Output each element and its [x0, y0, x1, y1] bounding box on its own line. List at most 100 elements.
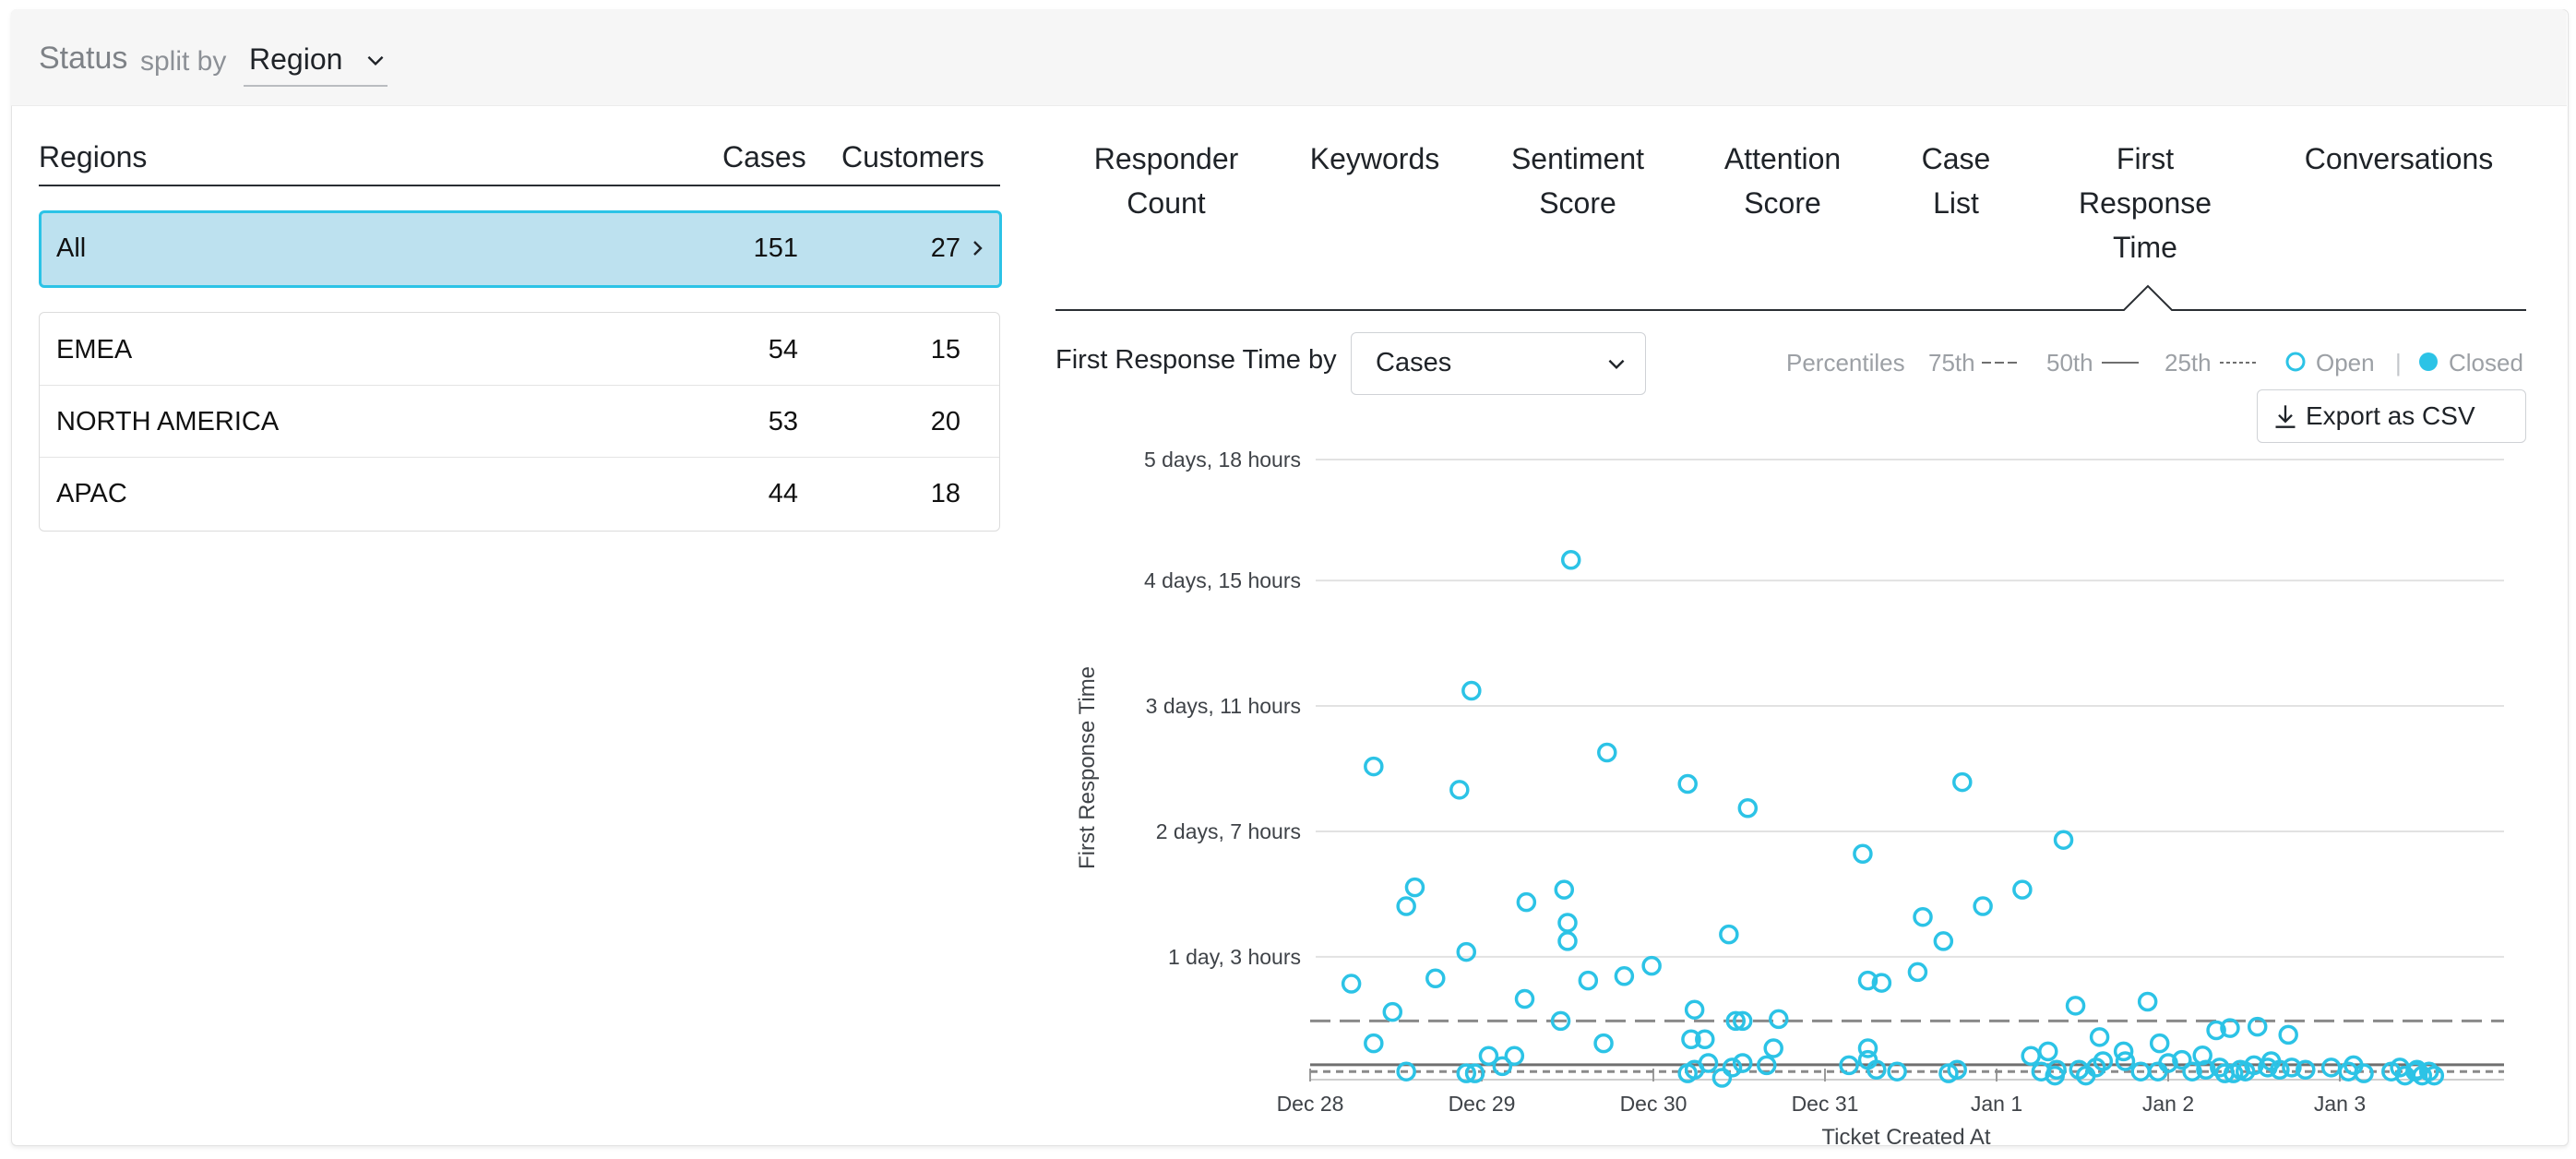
tab-label: First: [2116, 142, 2175, 175]
y-axis-label: First Response Time: [1075, 666, 1100, 869]
legend-p75-label: 75th: [1928, 349, 1975, 376]
legend-closed-label[interactable]: Closed: [2449, 349, 2523, 376]
legend-p25-label: 25th: [2165, 349, 2212, 376]
data-point: [2021, 1045, 2041, 1066]
cases-column-header: Cases: [722, 140, 806, 173]
data-point: [1478, 1045, 1499, 1066]
data-point: [1737, 797, 1759, 818]
table-row[interactable]: APAC 44 18: [40, 457, 999, 529]
data-point: [1578, 970, 1599, 991]
tab-label: Case: [1921, 142, 1991, 175]
legend-p50-line: [2102, 362, 2139, 364]
data-point: [2296, 1059, 2316, 1081]
tab-label: Time: [2113, 231, 2177, 264]
region-row-all[interactable]: All 151 27: [39, 210, 1002, 288]
data-point: [1404, 877, 1425, 898]
data-point: [1871, 973, 1892, 993]
tabs-underline: [1055, 284, 2526, 311]
data-point: [2172, 1049, 2192, 1070]
data-point: [1907, 962, 1928, 983]
tab-label: Sentiment: [1510, 142, 1645, 175]
table-row[interactable]: NORTH AMERICA 53 20: [40, 385, 999, 458]
data-point: [1425, 968, 1446, 988]
data-point: [2093, 1051, 2114, 1071]
chevron-down-icon: [1608, 359, 1625, 370]
tab-keywords[interactable]: Keywords: [1292, 137, 1458, 181]
status-label: Status: [39, 41, 128, 76]
data-point: [1364, 756, 1384, 777]
data-point: [1514, 988, 1535, 1010]
data-point: [1461, 680, 1482, 701]
tab-conversations[interactable]: Conversations: [2288, 137, 2510, 181]
tab-case-list[interactable]: Case List: [1901, 137, 2011, 225]
split-by-label: split by: [140, 46, 227, 77]
split-by-dropdown[interactable]: Region: [244, 39, 388, 87]
region-name: NORTH AMERICA: [56, 407, 280, 436]
data-point: [1464, 1063, 1485, 1083]
data-point: [1382, 1001, 1403, 1022]
tab-attention-score[interactable]: Attention Score: [1699, 137, 1866, 225]
data-point: [1396, 896, 1416, 916]
data-point: [2206, 1020, 2226, 1041]
data-point: [1732, 1053, 1753, 1073]
x-tick-label: Dec 29: [1449, 1092, 1516, 1116]
closed-circle-icon: [2419, 352, 2438, 371]
data-point: [1449, 780, 1470, 800]
data-point: [2115, 1051, 2136, 1071]
data-point: [1504, 1045, 1525, 1066]
data-point: [2418, 1061, 2439, 1081]
export-csv-button[interactable]: Export as CSV: [2257, 389, 2526, 443]
chart-by-dropdown[interactable]: Cases: [1351, 332, 1646, 395]
regions-table-body: EMEA 54 15 NORTH AMERICA 53 20 APAC 44 1…: [39, 312, 1000, 532]
data-point: [1913, 906, 1933, 927]
region-cases: 151: [753, 233, 798, 263]
y-tick-label: 1 day, 3 hours: [1168, 945, 1301, 969]
data-point: [2149, 1033, 2170, 1054]
data-point: [2089, 1027, 2110, 1047]
data-point: [2282, 1057, 2302, 1078]
panel-header: Status split by Region: [11, 9, 2567, 106]
tab-first-response-time[interactable]: First Response Time: [2057, 137, 2233, 269]
tab-responder-count[interactable]: Responder Count: [1074, 137, 1258, 225]
region-cases: 53: [768, 407, 798, 436]
data-point: [1550, 1010, 1571, 1032]
x-axis-label: Ticket Created At: [1821, 1125, 1991, 1144]
data-point: [1516, 891, 1537, 913]
tab-label: Responder: [1093, 142, 1239, 175]
region-cases: 44: [768, 479, 798, 508]
x-tick-label: Jan 3: [2314, 1092, 2366, 1116]
legend-open-label[interactable]: Open: [2316, 349, 2375, 376]
data-point: [1614, 966, 1635, 986]
export-csv-label: Export as CSV: [2306, 401, 2475, 430]
data-point: [2196, 1059, 2216, 1081]
data-point: [1757, 1055, 1777, 1076]
data-point: [1887, 1061, 1907, 1081]
table-row[interactable]: EMEA 54 15: [40, 313, 999, 386]
legend-separator: |: [2395, 349, 2402, 376]
data-point: [1695, 1029, 1715, 1049]
data-point: [1554, 879, 1575, 900]
y-tick-label: 2 days, 7 hours: [1156, 819, 1301, 843]
data-point: [1866, 1059, 1887, 1081]
y-tick-label: 5 days, 18 hours: [1144, 448, 1301, 472]
chart-by-label: First Response Time by: [1055, 345, 1337, 375]
region-customers: 27: [930, 233, 960, 263]
data-point: [1947, 1059, 1967, 1081]
data-point: [1722, 1057, 1743, 1078]
data-point: [1933, 931, 1954, 951]
data-point: [2320, 1057, 2342, 1078]
data-point: [2113, 1041, 2134, 1062]
tab-label: Score: [1539, 186, 1616, 220]
region-customers: 18: [930, 479, 960, 508]
data-point: [1763, 1038, 1783, 1058]
y-tick-label: 3 days, 11 hours: [1146, 694, 1301, 718]
data-point: [1857, 970, 1878, 991]
tab-sentiment-score[interactable]: Sentiment Score: [1495, 137, 1661, 225]
x-tick-label: Dec 31: [1792, 1092, 1859, 1116]
data-point: [1857, 1038, 1878, 1058]
region-customers: 20: [930, 407, 960, 436]
y-tick-label: 4 days, 15 hours: [1144, 568, 1301, 592]
tab-label: Attention: [1723, 142, 1842, 175]
x-tick-label: Dec 30: [1620, 1092, 1688, 1116]
tab-label: Keywords: [1309, 142, 1440, 175]
